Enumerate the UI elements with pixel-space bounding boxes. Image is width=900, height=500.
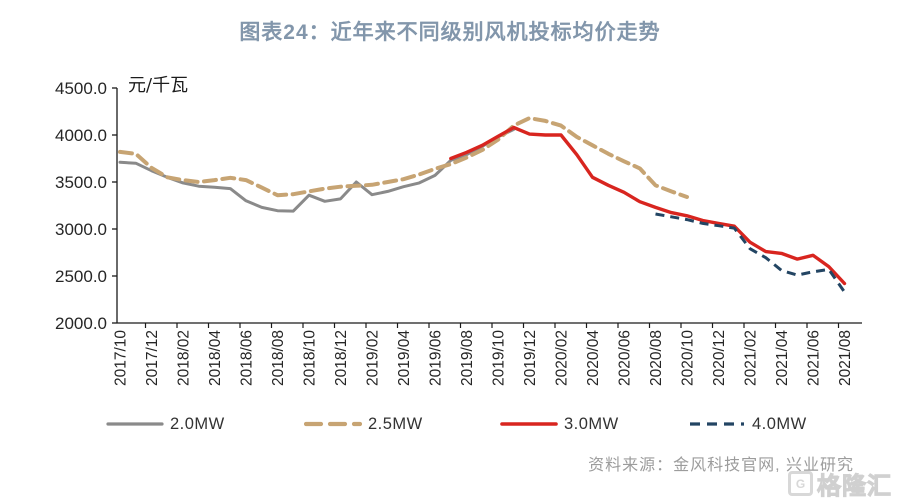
gelonghui-watermark-text: 格隆汇	[817, 473, 892, 500]
x-tick-label: 2021/08	[837, 330, 854, 386]
chart-title: 图表24：近年来不同级别风机投标均价走势	[239, 21, 661, 44]
legend-label: 3.0MW	[564, 414, 619, 433]
legend-line-sample-3-0mw	[500, 422, 558, 426]
source-note: 资料来源：金风科技官网, 兴业研究	[588, 457, 854, 474]
legend-line-sample-4-0mw	[690, 422, 744, 426]
legend-label: 2.0MW	[170, 414, 225, 433]
y-tick-label: 4500.0	[55, 79, 107, 98]
y-tick-label: 3000.0	[55, 220, 107, 239]
legend-item-2-5mw: 2.5MW	[304, 411, 423, 437]
series-line-2-0mw	[118, 127, 516, 213]
x-tick-label: 2017/12	[144, 330, 161, 386]
legend-label: 2.5MW	[368, 414, 423, 433]
x-tick-label: 2020/12	[711, 330, 728, 386]
x-tick-label: 2018/04	[207, 330, 224, 386]
y-tick-label: 4000.0	[55, 126, 107, 145]
x-tick-label: 2019/04	[396, 330, 413, 386]
x-tick-label: 2020/08	[648, 330, 665, 386]
legend-line-sample-2-5mw	[304, 421, 362, 427]
x-tick-label: 2020/04	[585, 330, 602, 386]
legend-item-3-0mw: 3.0MW	[500, 411, 619, 437]
x-tick-label: 2017/10	[113, 330, 130, 386]
x-tick-label: 2019/06	[428, 330, 445, 386]
x-tick-label: 2018/06	[239, 330, 256, 386]
x-tick-label: 2019/02	[365, 330, 382, 386]
x-tick-label: 2018/08	[270, 330, 287, 386]
x-tick-label: 2019/08	[459, 330, 476, 386]
chart-legend: 2.0MW 2.5MW 3.0MW 4.0MW	[0, 411, 900, 437]
x-tick-label: 2020/06	[617, 330, 634, 386]
y-tick-label: 2000.0	[55, 314, 107, 333]
x-tick-label: 2018/02	[176, 330, 193, 386]
y-tick-label: 2500.0	[55, 267, 107, 286]
gelonghui-watermark: G 格隆汇	[788, 466, 892, 500]
x-tick-label: 2019/12	[522, 330, 539, 386]
series-line-3-0mw	[449, 125, 847, 286]
x-tick-label: 2019/10	[491, 330, 508, 386]
x-tick-label: 2020/10	[680, 330, 697, 386]
series-line-4-0mw	[655, 212, 846, 293]
legend-item-2-0mw: 2.0MW	[106, 411, 225, 437]
y-tick-label: 3500.0	[55, 173, 107, 192]
x-tick-label: 2020/02	[554, 330, 571, 386]
x-tick-label: 2021/02	[743, 330, 760, 386]
series-line-2-5mw	[118, 116, 689, 199]
gelonghui-logo-icon: G	[788, 471, 813, 496]
legend-label: 4.0MW	[752, 414, 807, 433]
legend-line-sample-2-0mw	[106, 422, 164, 426]
x-tick-label: 2018/12	[333, 330, 350, 386]
y-axis-unit-label: 元/千瓦	[128, 75, 189, 96]
x-tick-label: 2021/06	[806, 330, 823, 386]
x-tick-label: 2021/04	[774, 330, 791, 386]
x-tick-label: 2018/10	[302, 330, 319, 386]
legend-item-4-0mw: 4.0MW	[688, 411, 807, 437]
